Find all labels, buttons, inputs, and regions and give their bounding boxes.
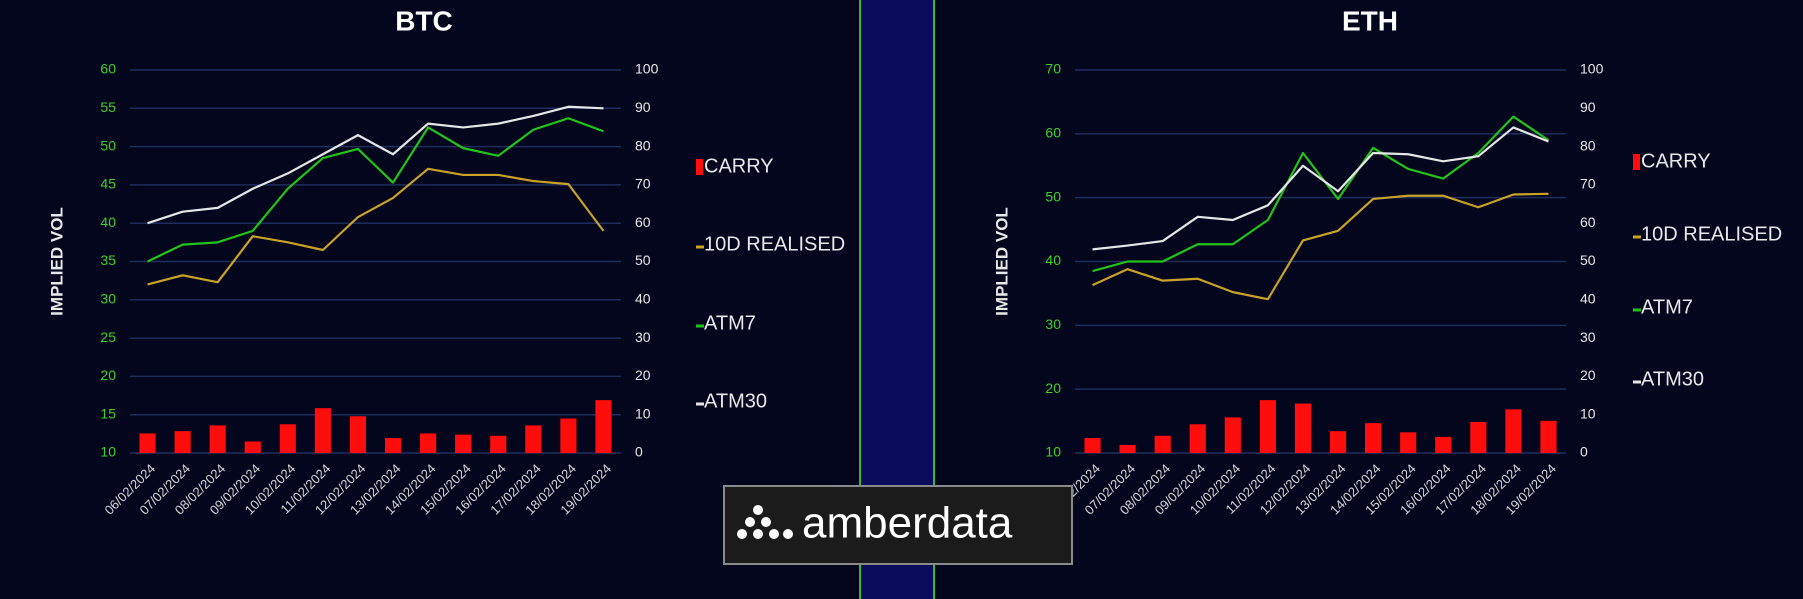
line-series [1092, 192, 1549, 301]
y-tick-label: 10 [1045, 444, 1061, 460]
y2-tick-label: 60 [1580, 214, 1596, 230]
bar [1400, 432, 1417, 453]
y-tick-label: 25 [100, 329, 116, 345]
y-tick-label: 45 [100, 176, 116, 192]
legend-label: ATM30 [704, 390, 767, 412]
y2-tick-label: 50 [1580, 252, 1596, 268]
bar [1365, 423, 1382, 453]
y2-tick-label: 0 [635, 444, 643, 460]
y-axis-label: IMPLIED VOL [47, 207, 66, 316]
y-axis-label: IMPLIED VOL [992, 207, 1011, 316]
y2-tick-label: 40 [1580, 291, 1596, 307]
legend-label: 10D REALISED [704, 233, 845, 255]
bar [1470, 421, 1487, 453]
bar [244, 441, 261, 453]
y2-tick-label: 90 [1580, 99, 1596, 115]
bar [420, 433, 437, 453]
bar [1224, 417, 1241, 453]
y2-tick-label: 30 [1580, 329, 1596, 345]
y2-tick-label: 0 [1580, 444, 1588, 460]
y2-tick-label: 30 [635, 329, 651, 345]
bar [314, 408, 331, 453]
bar [1540, 420, 1557, 453]
y-tick-label: 20 [100, 367, 116, 383]
y2-tick-label: 90 [635, 99, 651, 115]
chart-title: ETH [1342, 5, 1398, 36]
bar [1294, 403, 1312, 453]
y-tick-label: 60 [1045, 125, 1061, 141]
y2-tick-label: 50 [635, 252, 651, 268]
y-tick-label: 35 [100, 252, 116, 268]
y-tick-label: 40 [100, 214, 116, 230]
bar [384, 438, 402, 453]
line-series [147, 117, 604, 263]
y-tick-label: 55 [100, 99, 116, 115]
legend-swatch [696, 159, 703, 175]
legend-label: CARRY [1641, 150, 1711, 172]
y-tick-label: 50 [100, 137, 116, 153]
legend-label: 10D REALISED [1641, 223, 1782, 245]
legend-label: CARRY [704, 155, 774, 177]
y-tick-label: 30 [100, 291, 116, 307]
bar [1505, 409, 1522, 453]
bar [1329, 431, 1347, 453]
y-tick-label: 30 [1045, 316, 1061, 332]
bar [349, 416, 367, 453]
y-tick-label: 50 [1045, 188, 1061, 204]
y2-tick-label: 20 [635, 367, 651, 383]
y2-tick-label: 10 [1580, 405, 1596, 421]
bar [490, 435, 507, 453]
y2-tick-label: 80 [1580, 137, 1596, 153]
bar [560, 418, 577, 453]
y2-tick-label: 70 [1580, 176, 1596, 192]
bar [455, 434, 472, 453]
y2-tick-label: 100 [1580, 61, 1604, 77]
bar [525, 425, 542, 453]
y2-tick-label: 10 [635, 405, 651, 421]
chart-title: BTC [395, 5, 453, 36]
bar [139, 433, 156, 453]
logo-text: amberdata [802, 499, 1013, 548]
logo-box [723, 485, 1073, 565]
line-series [1092, 126, 1549, 251]
line-series [147, 167, 605, 286]
bar [1084, 438, 1101, 453]
bar [1119, 444, 1136, 453]
legend-label: ATM7 [1641, 296, 1693, 318]
y2-tick-label: 70 [635, 176, 651, 192]
y-tick-label: 10 [100, 444, 116, 460]
bar [279, 424, 296, 453]
legend-label: ATM30 [1641, 368, 1704, 390]
bar [209, 425, 226, 453]
bar [595, 400, 612, 453]
y-tick-label: 40 [1045, 252, 1061, 268]
y-tick-label: 20 [1045, 380, 1061, 396]
y2-tick-label: 60 [635, 214, 651, 230]
bar [1154, 435, 1171, 453]
y2-tick-label: 20 [1580, 367, 1596, 383]
logo: amberdata [723, 485, 1073, 565]
bar [1189, 424, 1206, 453]
legend-swatch [1633, 154, 1640, 170]
y2-tick-label: 40 [635, 291, 651, 307]
legend-label: ATM7 [704, 312, 756, 334]
logo-icon [737, 505, 793, 539]
y2-tick-label: 100 [635, 61, 659, 77]
line-series [147, 105, 604, 225]
bar [174, 431, 191, 453]
y-tick-label: 60 [100, 61, 116, 77]
y-tick-label: 15 [100, 405, 116, 421]
bar [1435, 436, 1452, 453]
y-tick-label: 70 [1045, 61, 1061, 77]
y2-tick-label: 80 [635, 137, 651, 153]
bar [1259, 400, 1276, 453]
